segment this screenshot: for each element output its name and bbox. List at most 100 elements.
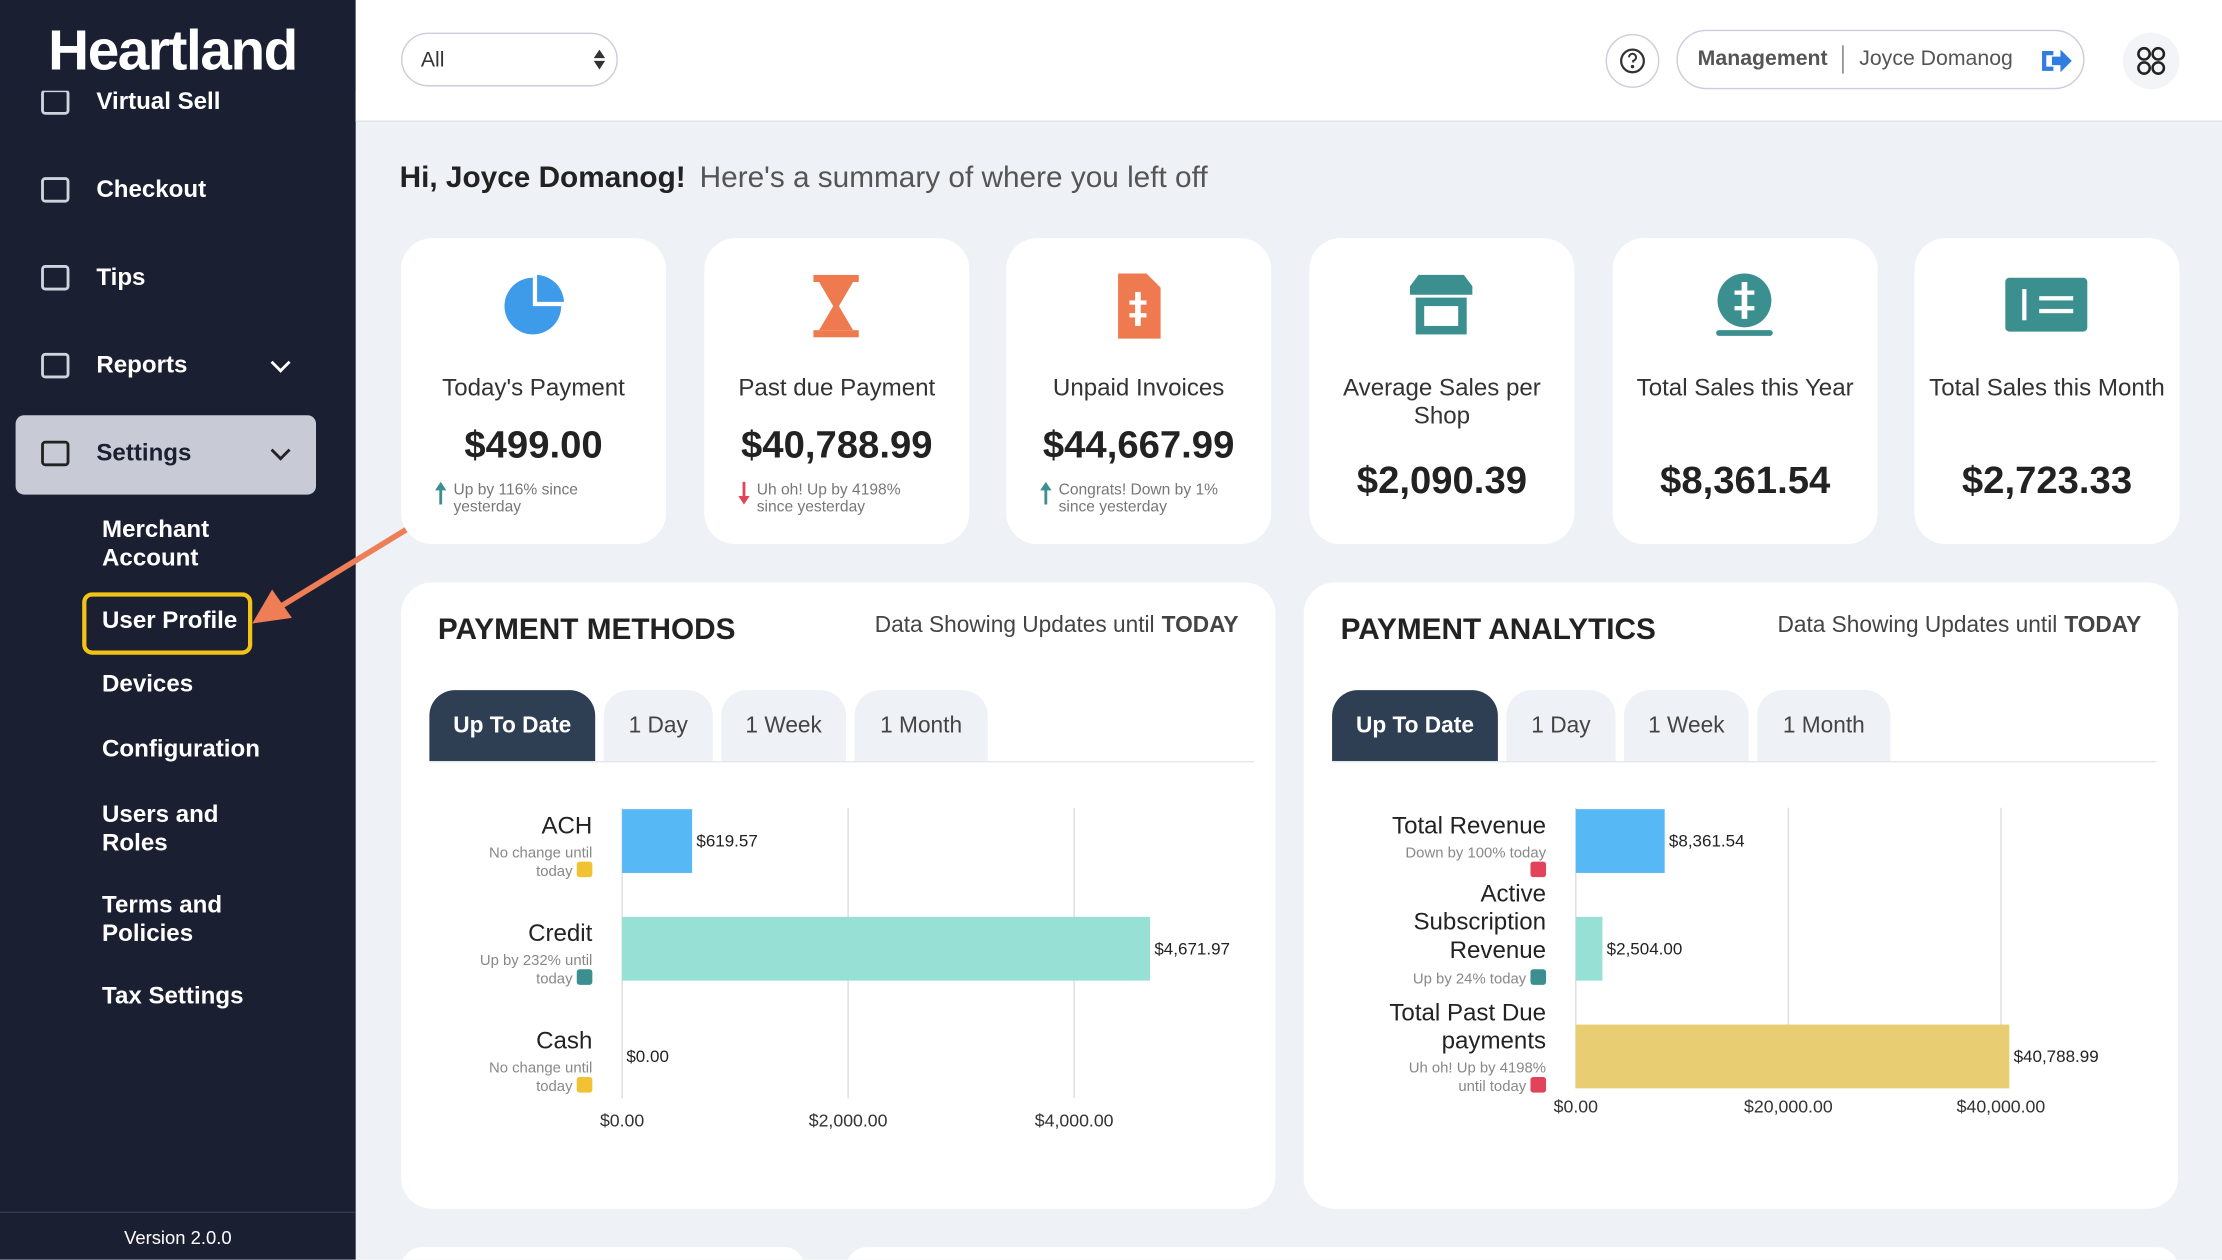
help-button[interactable] — [1604, 33, 1661, 90]
note-text: Down by 100% today — [1405, 844, 1547, 862]
sub-nav-item[interactable]: Terms and Policies — [102, 891, 223, 947]
sub-nav-item[interactable]: Merchant Account — [102, 515, 210, 572]
panel-updates: Data Showing Updates until TODAY — [1777, 614, 2141, 640]
divider — [0, 1211, 356, 1214]
sub-nav-item[interactable]: Tax Settings — [102, 982, 244, 1009]
header: All Management Joyce Domanog — [355, 0, 2222, 122]
bar — [1575, 1024, 2010, 1089]
note-text: Up by 232% until today — [479, 952, 593, 988]
tab[interactable]: 1 Day — [1506, 690, 1616, 761]
card-value: $499.00 — [464, 423, 603, 467]
tab[interactable]: 1 Month — [1757, 690, 1891, 761]
value-label: $8,361.54 — [1669, 832, 1745, 851]
note-icon — [1530, 861, 1547, 878]
category-label: Total Revenue — [1392, 811, 1547, 839]
category-note: Down by 100% today — [1393, 844, 1547, 880]
card-note: Up by 116% since yesterday — [453, 481, 578, 516]
x-tick-label: $0.00 — [600, 1111, 644, 1131]
sub-nav-item[interactable]: User Profile — [102, 606, 238, 634]
category-note: Up by 24% today — [1393, 969, 1547, 988]
chevron — [270, 352, 291, 373]
nav-icon — [41, 264, 70, 291]
trend-arrow — [738, 495, 750, 505]
x-tick-label: $4,000.00 — [1035, 1111, 1114, 1131]
panel: PAYMENT METHODS Data Showing Updates unti… — [401, 582, 1276, 1209]
nav-item[interactable]: Tips — [96, 263, 146, 291]
brand: Heartland — [48, 19, 298, 83]
nav-item[interactable]: Settings — [96, 439, 192, 467]
card-icon — [1118, 273, 1161, 339]
note-icon — [1530, 1076, 1547, 1093]
sub-nav-item[interactable]: Configuration — [102, 735, 260, 763]
greeting: Hi, Joyce Domanog! Here's a summary of w… — [400, 162, 1208, 196]
category-note: Up by 232% until today — [458, 952, 593, 988]
value-label: $619.57 — [696, 832, 757, 851]
nav-item[interactable]: Checkout — [96, 175, 207, 203]
category-note: No change until today — [458, 845, 593, 880]
category-label: Total Past Due payments — [1389, 999, 1547, 1055]
tab[interactable]: Up To Date — [1332, 690, 1498, 761]
category-note: No change until today — [458, 1060, 593, 1095]
tab[interactable]: 1 Day — [603, 690, 713, 761]
updates-text: Data Showing Updates until — [1777, 613, 2058, 638]
nav-item[interactable]: Reports — [96, 351, 188, 379]
nav-item[interactable]: Virtual Sell — [96, 87, 221, 115]
stat-card: Past due Payment $40,788.99 Uh oh! Up by 4… — [704, 238, 970, 545]
card-stub — [401, 1247, 805, 1260]
category-block: Cash No change until today — [429, 1027, 593, 1095]
card-icon — [1716, 273, 1773, 336]
panel-updates: Data Showing Updates until TODAY — [875, 614, 1239, 640]
card-icon — [2005, 277, 2088, 332]
card-value: $2,723.33 — [1961, 459, 2133, 502]
category-label: Cash — [536, 1027, 593, 1055]
category-label: ACH — [541, 811, 593, 839]
card-value: $44,667.99 — [1042, 423, 1235, 467]
stat-card: Total Sales this Month $2,723.33 — [1914, 238, 2180, 545]
x-tick-label: $2,000.00 — [809, 1111, 888, 1131]
tab[interactable]: 1 Week — [1623, 690, 1749, 761]
sub-nav-item[interactable]: Devices — [102, 670, 194, 698]
stat-card: Average Sales per Shop $2,090.39 — [1309, 238, 1575, 545]
logout-icon[interactable] — [2041, 47, 2072, 75]
stat-card: Total Sales this Year $8,361.54 — [1612, 238, 1878, 545]
card-icon — [813, 274, 859, 338]
trend-stem — [742, 481, 746, 498]
tab[interactable]: Up To Date — [429, 690, 596, 761]
category-block: Active Subscription Revenue Up by 24% tod… — [1355, 880, 1547, 988]
tab[interactable]: 1 Month — [854, 690, 988, 761]
role: Management — [1697, 46, 1828, 71]
note-icon — [576, 969, 593, 985]
trend-arrow — [435, 481, 447, 491]
note-text: Up by 24% today — [1412, 970, 1527, 988]
note-icon — [1530, 969, 1547, 985]
nav-icon — [41, 352, 70, 379]
tab[interactable]: 1 Week — [721, 690, 847, 761]
nav-icon — [41, 177, 70, 203]
panel-title: PAYMENT METHODS — [437, 613, 736, 647]
trend-arrow — [1040, 481, 1052, 491]
category-label: Credit — [528, 919, 593, 947]
separator — [1842, 45, 1844, 74]
greeting-name: Hi, Joyce Domanog! — [399, 161, 686, 195]
value-label: $4,671.97 — [1154, 939, 1230, 958]
note-text: No change until today — [488, 844, 593, 881]
sub-nav-item[interactable]: Users and Roles — [102, 800, 219, 856]
apps-button[interactable] — [2121, 31, 2181, 91]
brand-bar: Heartland — [0, 0, 356, 91]
category-label: Active Subscription Revenue — [1413, 880, 1547, 964]
value-label: $40,788.99 — [2014, 1047, 2099, 1066]
card-stub — [846, 1247, 2179, 1260]
arrow-head — [252, 589, 292, 624]
panel-title: PAYMENT ANALYTICS — [1340, 613, 1656, 647]
card-note: Congrats! Down by 1% since yesterday — [1058, 481, 1218, 516]
highlight-box — [82, 592, 253, 655]
x-tick-label: $40,000.00 — [1957, 1096, 2046, 1116]
filter-select[interactable]: All — [401, 32, 618, 87]
user-name: Joyce Domanog — [1859, 46, 2013, 71]
card-value: $8,361.54 — [1660, 459, 1831, 502]
card-label: Past due Payment — [738, 374, 936, 402]
bar — [622, 916, 1151, 981]
x-tick-label: $0.00 — [1554, 1096, 1598, 1116]
user-pill: Management Joyce Domanog — [1676, 29, 2085, 90]
